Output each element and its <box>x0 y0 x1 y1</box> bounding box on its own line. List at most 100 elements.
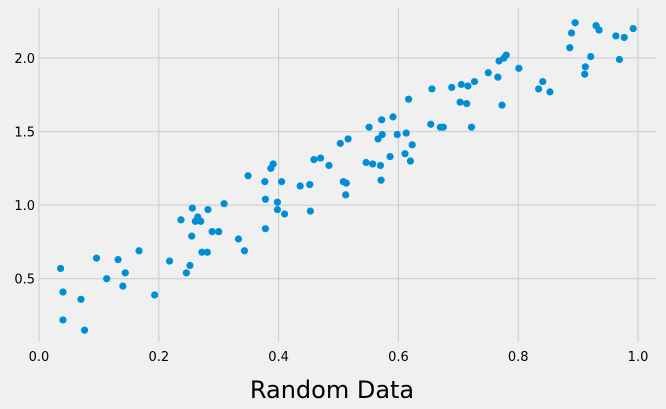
scatter-point <box>165 257 174 265</box>
scatter-point <box>296 182 304 190</box>
x-tick-label: 0.4 <box>268 350 289 365</box>
scatter-point <box>310 155 318 164</box>
scatter-point <box>571 19 579 27</box>
scatter-point <box>362 158 370 167</box>
scatter-point <box>59 316 67 324</box>
y-tick-label: 1.5 <box>14 126 35 141</box>
scatter-point <box>386 153 394 161</box>
scatter-point <box>534 85 543 93</box>
scatter-point <box>204 205 212 214</box>
scatter-point <box>470 77 479 86</box>
scatter-point <box>135 247 143 255</box>
scatter-point <box>306 207 314 215</box>
scatter-point <box>344 135 352 143</box>
scatter-point <box>215 228 223 236</box>
scatter-point <box>369 160 377 168</box>
scatter-point <box>244 172 252 180</box>
scatter-point <box>439 123 447 131</box>
scatter-point <box>269 160 277 168</box>
scatter-point <box>389 113 397 121</box>
scatter-point <box>151 291 159 299</box>
x-axis-label: Random Data <box>250 376 414 404</box>
tick-labels: 0.0 0.2 0.4 0.6 0.8 1.0 0.5 1.0 1.5 2.0 <box>14 52 648 365</box>
scatter-point <box>406 157 414 165</box>
scatter-point <box>427 120 435 128</box>
scatter-point <box>325 161 333 170</box>
scatter-point <box>316 154 325 162</box>
grid <box>38 8 656 342</box>
scatter-point <box>467 123 476 131</box>
scatter-point <box>186 261 194 270</box>
scatter-point <box>203 248 211 256</box>
scatter-point <box>456 98 464 106</box>
scatter-point <box>365 123 373 131</box>
scatter-point <box>234 235 243 243</box>
scatter-point <box>581 70 589 78</box>
scatter-point <box>281 210 289 218</box>
scatter-point <box>278 178 286 186</box>
scatter-point <box>615 55 624 64</box>
scatter-point <box>261 195 270 203</box>
scatter-point <box>261 178 269 186</box>
scatter-point <box>463 100 471 108</box>
scatter-point <box>220 200 228 208</box>
scatter-point <box>378 130 386 139</box>
scatter-point <box>376 161 385 170</box>
scatter-point <box>457 80 465 89</box>
x-tick-label: 0.2 <box>148 350 169 365</box>
scatter-point <box>566 44 574 52</box>
scatter-point <box>182 269 190 277</box>
scatter-point <box>402 129 410 137</box>
scatter-point <box>498 101 506 109</box>
x-tick-label: 0.6 <box>388 350 409 365</box>
x-tick-label: 0.8 <box>508 350 529 365</box>
scatter-point <box>114 256 122 264</box>
scatter-point <box>502 51 510 59</box>
scatter-point <box>197 217 205 225</box>
scatter-point <box>336 139 344 147</box>
scatter-point <box>581 63 589 71</box>
scatter-point <box>80 326 89 334</box>
scatter-point <box>393 130 401 139</box>
scatter-point <box>306 180 314 189</box>
scatter-point <box>401 150 409 158</box>
scatter-point <box>342 191 350 199</box>
data-points <box>56 19 637 334</box>
scatter-point <box>546 88 554 96</box>
scatter-point <box>92 254 101 262</box>
scatter-point <box>188 232 196 240</box>
scatter-point <box>587 52 595 61</box>
scatter-point <box>539 77 547 86</box>
scatter-point <box>188 204 196 212</box>
x-tick-label: 1.0 <box>628 350 649 365</box>
scatter-point <box>77 295 85 303</box>
scatter-point <box>629 24 637 33</box>
scatter-point <box>595 26 603 34</box>
scatter-point <box>515 64 523 72</box>
scatter-point <box>103 275 111 283</box>
scatter-point <box>121 269 129 277</box>
scatter-point <box>484 69 492 77</box>
x-tick-label: 0.0 <box>29 350 50 365</box>
scatter-point <box>408 141 416 149</box>
y-tick-label: 0.5 <box>14 273 35 288</box>
scatter-point <box>342 179 350 187</box>
scatter-point <box>119 282 127 290</box>
scatter-point <box>464 82 472 90</box>
scatter-point <box>494 73 502 81</box>
scatter-point <box>378 116 386 124</box>
scatter-point <box>612 32 620 40</box>
scatter-point <box>273 205 282 214</box>
scatter-point <box>56 264 65 273</box>
scatter-point <box>377 176 385 184</box>
scatter-point <box>208 228 216 236</box>
scatter-point <box>240 247 249 255</box>
y-tick-label: 1.0 <box>14 199 35 214</box>
scatter-point <box>428 85 436 93</box>
scatter-point <box>177 216 185 224</box>
y-tick-label: 2.0 <box>14 52 35 67</box>
scatter-point <box>59 288 67 296</box>
scatter-point <box>567 29 576 37</box>
scatter-point <box>620 33 628 42</box>
